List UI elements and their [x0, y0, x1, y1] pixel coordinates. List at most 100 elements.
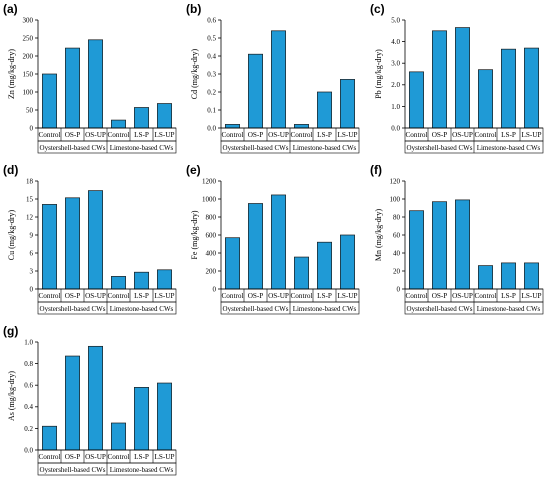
category-label: LS-P	[501, 131, 516, 139]
category-label: Control	[39, 453, 61, 461]
y-tick-label: 0	[213, 285, 217, 293]
bar-4	[478, 69, 493, 129]
y-tick-label: 100	[23, 88, 34, 96]
y-tick-label: 0.0	[207, 124, 216, 132]
bar-6	[157, 103, 172, 129]
group-label: Limestone-based CWs	[110, 144, 174, 152]
y-tick-label: 3.0	[391, 60, 400, 68]
bar-4	[111, 276, 126, 290]
chart-d: Cu (mg/kg-dry) 0 3 6 9 12 15 18 Control OS-P OS-UP…	[7, 177, 177, 315]
y-tick-label: 0.0	[391, 124, 400, 132]
y-tick-label: 120	[390, 177, 401, 185]
y-axis-label: Mn (mg/kg-dry)	[374, 209, 383, 262]
y-tick-label: 0.3	[207, 70, 216, 78]
bar-5	[134, 387, 149, 451]
category-label: Control	[108, 453, 130, 461]
y-tick-label: 0.6	[207, 16, 216, 24]
bar-2	[65, 355, 80, 451]
y-tick-label: 0.1	[207, 106, 216, 114]
category-label: LS-UP	[155, 131, 175, 139]
y-tick-label: 0	[397, 285, 401, 293]
group-label: Limestone-based CWs	[110, 466, 174, 474]
y-axis-label: Zn (mg/kg-dry)	[7, 49, 16, 99]
category-label: OS-UP	[85, 131, 106, 139]
y-tick-label: 12	[26, 213, 34, 221]
bar-5	[134, 271, 149, 290]
category-label: Control	[291, 131, 313, 139]
category-label: OS-P	[65, 292, 81, 300]
panel-b: (b) Cd (mg/kg-dry) 0.0 0.1 0.2 0.3 0.4 0.5 0.6 C…	[183, 0, 366, 161]
category-label: OS-UP	[85, 292, 106, 300]
bar-6	[157, 382, 172, 451]
y-tick-label: 1000	[202, 195, 217, 203]
category-label: LS-P	[134, 131, 149, 139]
bar-1	[42, 204, 57, 290]
category-label: Control	[291, 292, 313, 300]
panel-d: (d) Cu (mg/kg-dry) 0 3 6 9 12 15 18 Control OS-P O…	[0, 161, 183, 322]
y-tick-label: 40	[393, 249, 401, 257]
y-tick-label: 200	[206, 267, 217, 275]
group-label: Oystershell-based CWs	[40, 144, 106, 152]
bar-5	[317, 241, 332, 290]
y-tick-label: 200	[23, 52, 34, 60]
panel-e: (e) Fe (mg/kg-dry) 0 200 400 600 800 1000 1200 C…	[183, 161, 366, 322]
y-tick-label: 0.4	[24, 403, 33, 411]
category-label: Control	[108, 292, 130, 300]
panel-f: (f) Mn (mg/kg-dry) 0 20 40 60 80 100 120 Control…	[367, 161, 550, 322]
y-tick-label: 100	[390, 195, 401, 203]
category-label: Control	[475, 131, 497, 139]
panel-label: (e)	[186, 163, 201, 177]
bar-6	[340, 234, 355, 290]
bar-5	[134, 107, 149, 129]
y-axis-label: Cu (mg/kg-dry)	[7, 209, 16, 260]
panel-label: (g)	[3, 324, 19, 338]
bar-6	[340, 79, 355, 129]
bar-4	[478, 265, 493, 290]
y-tick-label: 800	[206, 213, 217, 221]
bar-3	[88, 190, 103, 290]
y-tick-label: 2.0	[391, 81, 400, 89]
category-label: OS-P	[248, 131, 264, 139]
panel-label: (d)	[3, 163, 19, 177]
group-label: Oystershell-based CWs	[223, 144, 289, 152]
category-label: OS-P	[248, 292, 264, 300]
bar-4	[111, 422, 126, 451]
category-label: LS-UP	[338, 292, 358, 300]
y-tick-label: 20	[393, 267, 401, 275]
y-tick-label: 150	[23, 70, 34, 78]
category-label: OS-P	[65, 131, 81, 139]
chart-e: Fe (mg/kg-dry) 0 200 400 600 800 1000 1200 Contr…	[190, 177, 360, 315]
y-tick-label: 1.0	[24, 338, 33, 346]
category-label: LS-UP	[155, 453, 175, 461]
y-tick-label: 15	[26, 195, 34, 203]
bar-2	[65, 197, 80, 290]
bar-3	[88, 345, 103, 451]
bar-5	[501, 262, 516, 290]
y-tick-label: 0	[30, 285, 34, 293]
y-axis-label: As (mg/kg-dry)	[7, 371, 16, 421]
group-label: Limestone-based CWs	[293, 144, 357, 152]
bar-1	[225, 237, 240, 290]
y-tick-label: 5.0	[391, 16, 400, 24]
bar-1	[42, 425, 57, 451]
category-label: LS-UP	[155, 292, 175, 300]
group-label: Oystershell-based CWs	[40, 466, 106, 474]
bar-2	[65, 47, 80, 129]
bar-3	[88, 39, 103, 129]
bar-3	[455, 27, 470, 129]
y-tick-label: 0.4	[207, 52, 216, 60]
group-label: Limestone-based CWs	[477, 305, 541, 313]
category-label: OS-P	[432, 131, 448, 139]
category-label: OS-P	[432, 292, 448, 300]
category-label: LS-UP	[522, 131, 542, 139]
y-tick-label: 600	[206, 231, 217, 239]
y-tick-label: 0.6	[24, 382, 33, 390]
y-tick-label: 50	[26, 106, 34, 114]
y-tick-label: 250	[23, 34, 34, 42]
y-tick-label: 300	[23, 16, 34, 24]
category-label: LS-P	[134, 453, 149, 461]
group-label: Limestone-based CWs	[293, 305, 357, 313]
panel-label: (f)	[370, 163, 382, 177]
